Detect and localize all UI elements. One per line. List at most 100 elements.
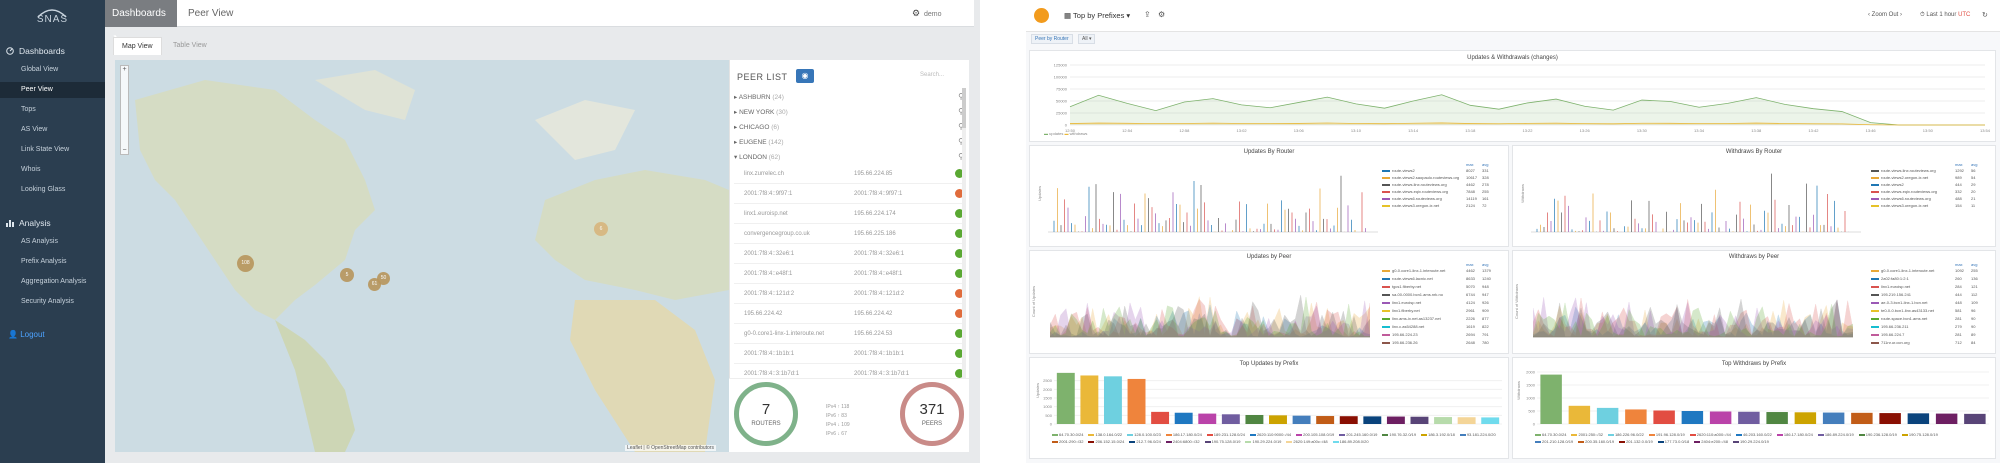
legend-row[interactable]: route-views6.routeviews.org 14119 161 — [1382, 196, 1500, 201]
peer-row[interactable]: 2001:7f8:4::e48f:1 2001:7f8:4::e48f:1 — [734, 264, 966, 284]
legend-item[interactable]: 186.3.192.0/18 — [1421, 432, 1455, 438]
legend-row[interactable]: 195.66.236.211 279 90 — [1871, 324, 1989, 329]
location-group-london[interactable]: ▾ LONDON (62)⚲ — [734, 152, 964, 161]
sidebar-item-as-view[interactable]: AS View — [21, 126, 48, 133]
prefix-bar[interactable] — [1103, 376, 1122, 424]
settings-gear-icon[interactable]: ⚙ — [1158, 10, 1166, 19]
prefix-bar[interactable] — [1794, 412, 1817, 424]
prefix-bar[interactable] — [1907, 413, 1930, 424]
legend-item[interactable]: 138.0.164.0/22 — [1088, 432, 1122, 438]
legend-item[interactable]: 189.231.128.0/24 — [1206, 432, 1245, 438]
refresh-icon[interactable]: ↻ — [1982, 12, 1988, 19]
tab-map-view[interactable]: Map View — [113, 37, 162, 55]
legend-item[interactable]: 186.17.180.0/24 — [1165, 432, 1202, 438]
legend-item[interactable]: 2404:e200::/48 — [1694, 439, 1728, 445]
map-cluster-marker[interactable]: 6 — [594, 222, 608, 236]
search-icon[interactable]: ⚲ — [958, 122, 964, 131]
prefix-bar[interactable] — [1625, 409, 1647, 424]
prefix-bar[interactable] — [1245, 414, 1264, 424]
peer-row[interactable]: linx1.euroisp.net 195.66.224.174 — [734, 204, 966, 224]
legend-item[interactable]: 190.236.128.0/19 — [1858, 432, 1897, 438]
map-cluster-marker[interactable]: 50 — [377, 272, 390, 285]
scroll-thumb[interactable] — [962, 88, 966, 128]
legend-row[interactable]: ae-0-3.bcn1-linx-1.bcn.net 448 109 — [1871, 300, 1989, 305]
peer-row[interactable]: 2001:7f8:4::32e6:1 2001:7f8:4::32e6:1 — [734, 244, 966, 264]
legend-row[interactable]: g0-0.core1-linx-1.interoute.net 4462 1379 — [1382, 268, 1500, 273]
location-group-new-york[interactable]: ▸ NEW YORK (30)⚲ — [734, 107, 964, 116]
nav-section-analysis[interactable]: Analysis — [6, 218, 51, 228]
sidebar-item-looking-glass[interactable]: Looking Glass — [21, 186, 66, 193]
sidebar-item-global-view[interactable]: Global View — [21, 66, 59, 73]
legend-item[interactable]: 201.210.128.0/19 — [1535, 439, 1573, 445]
legend-row[interactable]: sa-00-0000.bcn1.ams.nrk.no 6744 947 — [1382, 292, 1500, 297]
dashboards-breadcrumb-button[interactable]: Dashboards ❯ — [105, 0, 177, 46]
sidebar-item-as-analysis[interactable]: AS Analysis — [21, 238, 58, 245]
prefix-bar[interactable] — [1434, 417, 1453, 424]
prefix-bar[interactable] — [1410, 416, 1429, 424]
panel-withdraws-by-peer[interactable]: Withdraws by Peer Count of Withdraws max… — [1512, 250, 1996, 354]
peer-row[interactable]: 2001:7f8:4::9f97:1 2001:7f8:4::9f97:1 — [734, 184, 966, 204]
legend-row[interactable]: route-views3.oregon-ix.net 154 11 — [1871, 203, 1989, 208]
legend-item[interactable]: 128.0.100.0/23 — [1127, 432, 1161, 438]
legend-item[interactable]: 64.70.30.0/24 — [1535, 432, 1566, 438]
peer-row[interactable]: 195.66.224.42 195.66.224.42 — [734, 304, 966, 324]
location-group-eugene[interactable]: ▸ EUGENE (142)⚲ — [734, 137, 964, 146]
peer-row[interactable]: linx.zurrelec.ch 195.66.224.85 — [734, 164, 966, 184]
prefix-bar[interactable] — [1386, 416, 1405, 424]
prefix-bar[interactable] — [1269, 415, 1287, 424]
globe-button[interactable]: ◉ — [796, 69, 814, 83]
legend-item[interactable]: 206.152.15.0/24 — [1088, 439, 1124, 445]
search-icon[interactable]: ⚲ — [958, 107, 964, 116]
legend-item[interactable]: 190.29.224.0/19 — [1245, 439, 1281, 445]
prefix-bar[interactable] — [1766, 412, 1788, 424]
peer-list-scrollbar[interactable] — [962, 88, 966, 378]
peer-row[interactable]: 2001:7f8:4::121d:2 2001:7f8:4::121d:2 — [734, 284, 966, 304]
search-icon[interactable]: ⚲ — [958, 152, 964, 161]
prefix-bar[interactable] — [1363, 416, 1382, 424]
legend-row[interactable]: route-views6.lacnic.net 8633 1240 — [1382, 276, 1500, 281]
zoom-in-icon[interactable]: + — [122, 66, 127, 73]
legend-row[interactable]: route-views.linx.routeviews.org 1292 56 — [1871, 168, 1989, 173]
legend-item[interactable]: 2620:149:a00c::/48 — [1286, 439, 1328, 445]
prefix-bar[interactable] — [1879, 413, 1901, 424]
legend-item[interactable]: 190.76.32.0/19 — [1382, 432, 1416, 438]
search-icon[interactable]: ⚲ — [958, 137, 964, 146]
sidebar-item-prefix-analysis[interactable]: Prefix Analysis — [21, 258, 67, 265]
prefix-bar[interactable] — [1568, 405, 1591, 424]
legend-row[interactable]: route-views.eqix.routeviews.org 7848 255 — [1382, 189, 1500, 194]
sidebar-item-security-analysis[interactable]: Security Analysis — [21, 298, 74, 305]
prefix-bar[interactable] — [1964, 413, 1986, 424]
legend-row[interactable]: route-space.bcn1.ams.net 281 90 — [1871, 316, 1989, 321]
legend-item[interactable]: 46.203.160.0/22 — [1735, 432, 1772, 438]
time-picker[interactable]: ⏱ Last 1 hour UTC — [1920, 12, 1971, 18]
user-menu[interactable]: ⚙ demo — [912, 8, 941, 19]
legend-row[interactable]: route-views.linx.routeviews.org 4462 278 — [1382, 182, 1500, 187]
prefix-bar[interactable] — [1935, 413, 1958, 424]
legend-row[interactable]: 2a02:fa80:1:2:1 260 136 — [1871, 276, 1989, 281]
legend-item[interactable]: 200.105.108.0/19 — [1296, 432, 1334, 438]
prefix-bar[interactable] — [1738, 411, 1760, 424]
prefix-bar[interactable] — [1221, 414, 1240, 424]
prefix-bar[interactable] — [1174, 412, 1193, 424]
legend-item[interactable]: 201.245.160.0/19 — [1339, 432, 1377, 438]
map-cluster-marker[interactable]: 108 — [237, 255, 254, 272]
zoom-out-button[interactable]: ‹ Zoom Out › — [1868, 12, 1903, 18]
legend-row[interactable]: route-views.eqix.routeviews.org 332 20 — [1871, 189, 1989, 194]
prefix-bar[interactable] — [1596, 407, 1619, 424]
legend-item[interactable]: 2001:250::/32 — [1571, 432, 1603, 438]
legend-row[interactable]: 195.66.224.7 281 89 — [1871, 332, 1989, 337]
legend-row[interactable]: linx1.fiberby.net 2961 909 — [1382, 308, 1500, 313]
sidebar-item-peer-view[interactable]: Peer View — [0, 82, 105, 98]
legend-row[interactable]: route-views3.oregon-ix.net 2124 72 — [1382, 203, 1500, 208]
legend-item[interactable]: 212.7.96.0/24 — [1129, 439, 1161, 445]
prefix-bar[interactable] — [1056, 372, 1075, 424]
dashboard-picker[interactable]: ▦ Top by Prefixes ▾ — [1064, 11, 1131, 20]
legend-row[interactable]: 195.66.236.26 2648 780 — [1382, 340, 1500, 345]
panel-top-withdraws-by-prefix[interactable]: Top Withdraws by Prefix Withdraws 2000 15… — [1512, 357, 1996, 459]
app-logo[interactable]: SNAS — [0, 0, 105, 38]
prefix-bar[interactable] — [1080, 375, 1099, 424]
search-icon[interactable]: ⚲ — [958, 92, 964, 101]
tab-table-view[interactable]: Table View — [173, 42, 207, 49]
panel-withdraws-by-router[interactable]: Withdraws By Router Withdraws max avg rout… — [1512, 145, 1996, 247]
legend-item[interactable]: 2001:290::/32 — [1052, 439, 1083, 445]
